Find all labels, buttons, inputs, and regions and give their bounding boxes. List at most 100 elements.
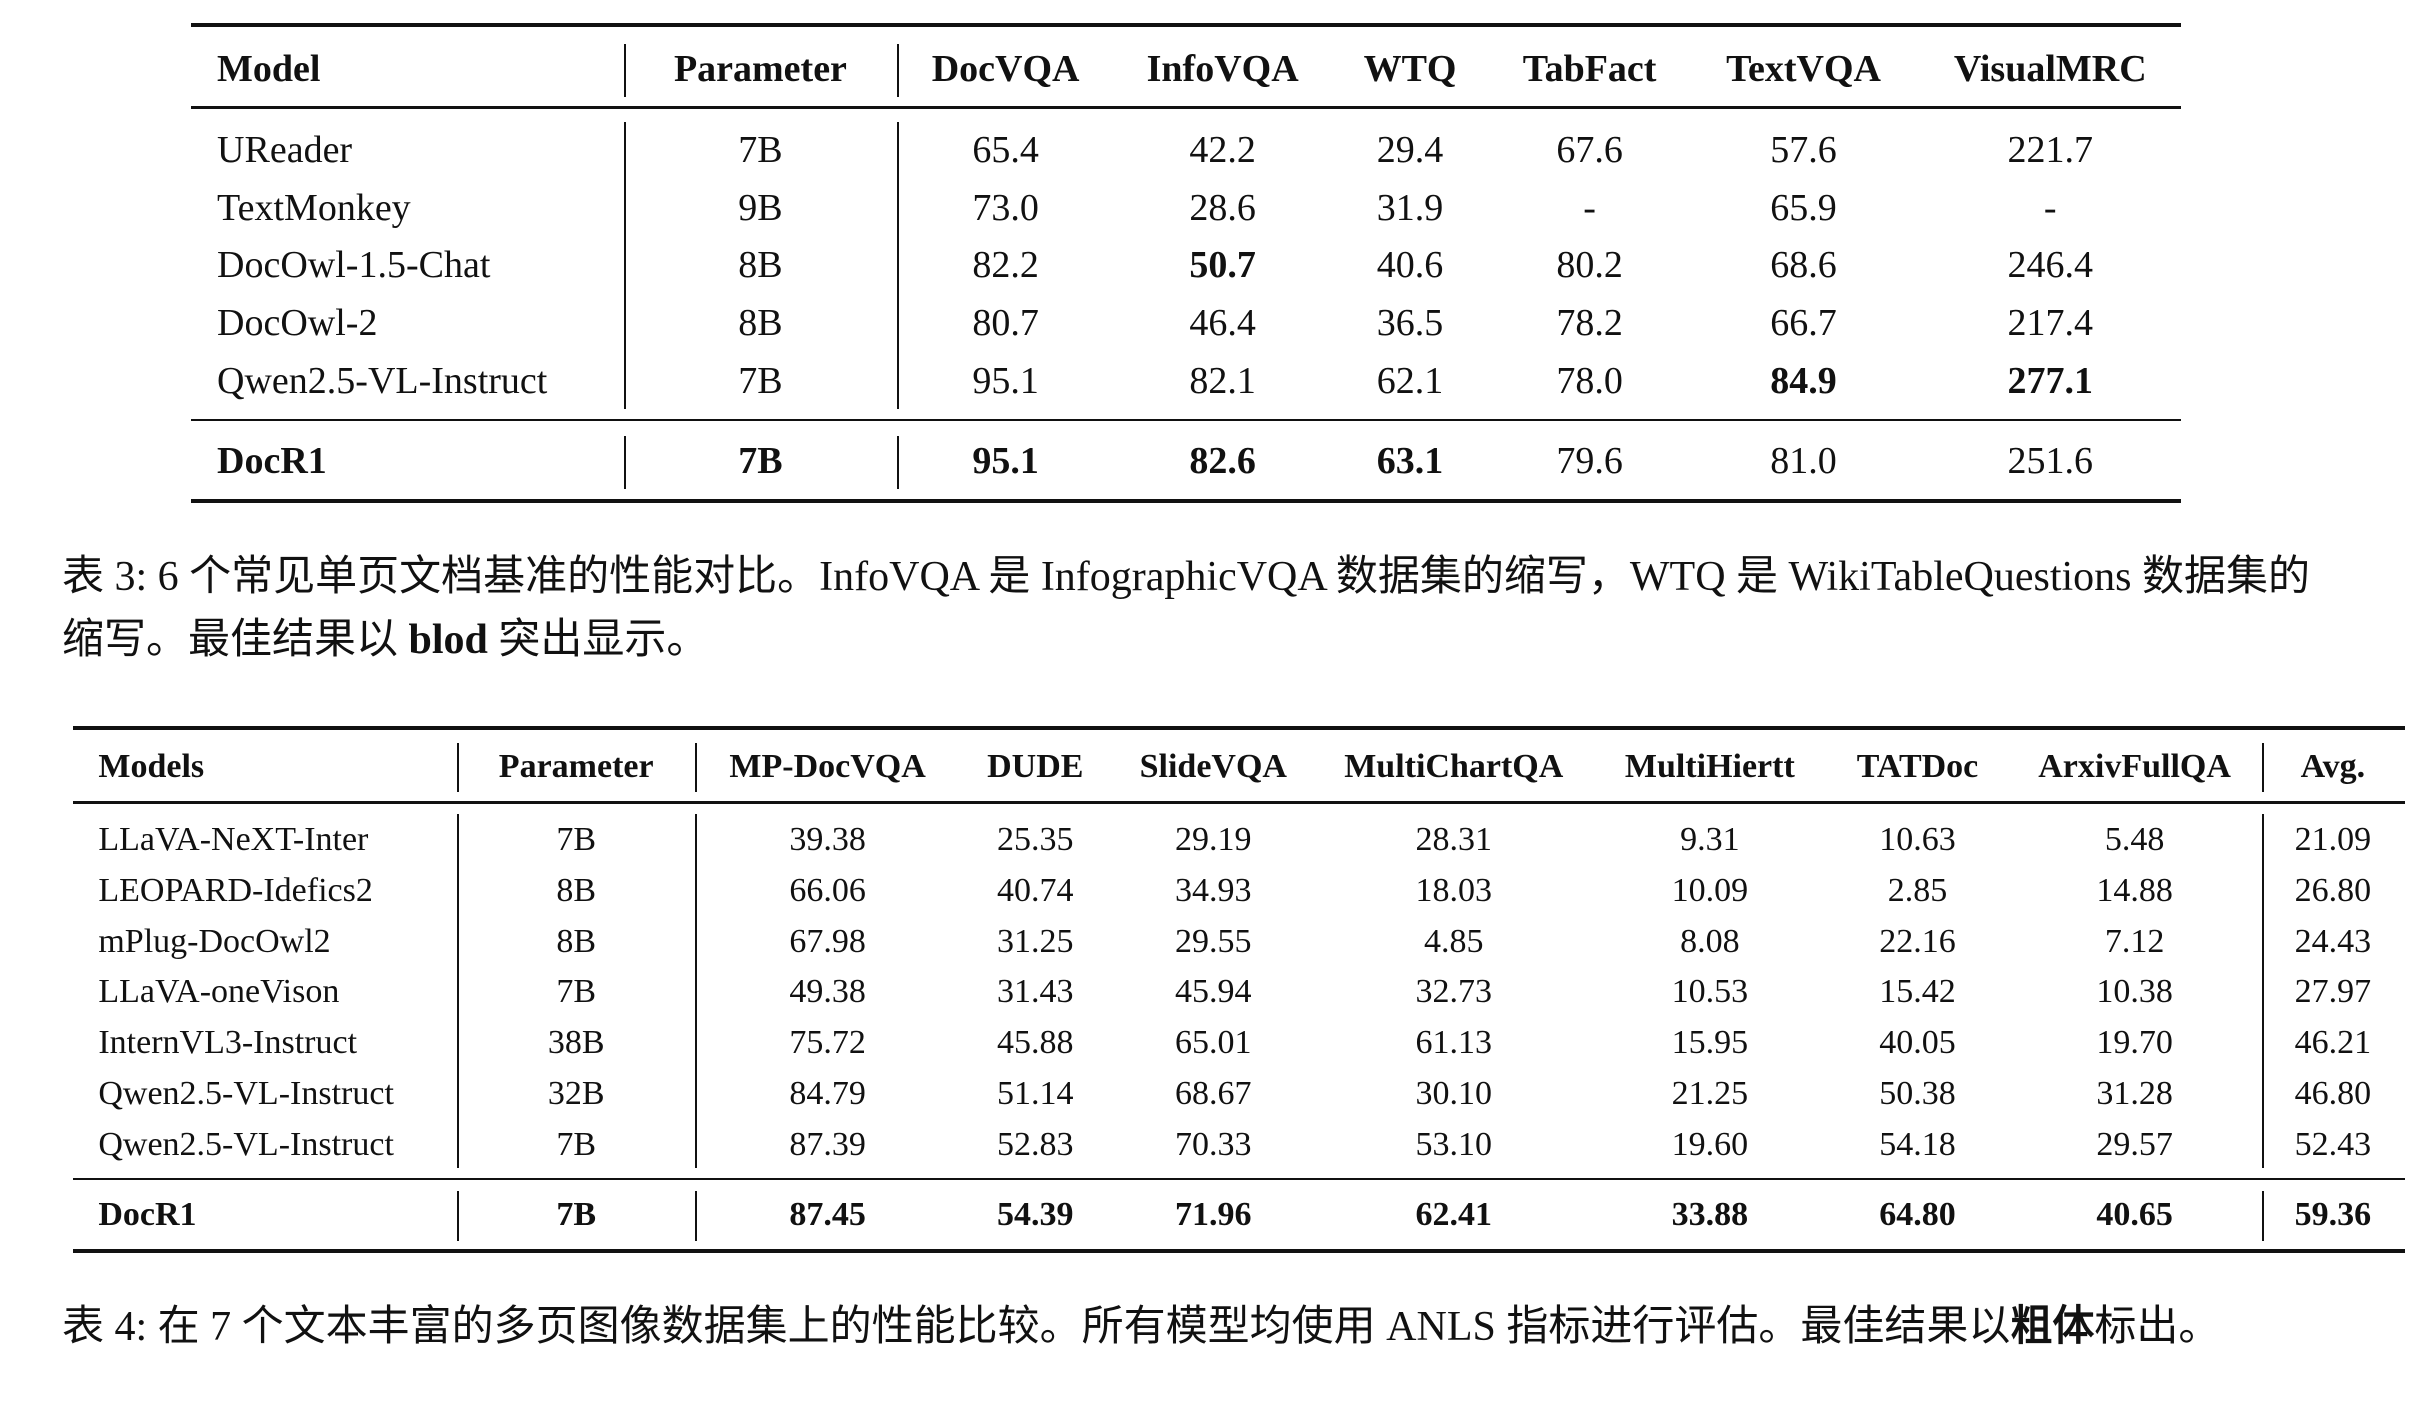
caption-text: 表 3: 6 个常见单页文档基准的性能对比。InfoVQA 是 Infograp… — [62, 554, 2311, 663]
table-cell: 84.9 — [1770, 360, 1837, 402]
table-cell: 71.96 — [1175, 1195, 1252, 1233]
row-label: Qwen2.5-VL-Instruct — [217, 360, 548, 402]
row-label: Model — [217, 47, 321, 90]
table-cell: 2.85 — [1887, 871, 1948, 909]
table-cell: Parameter — [498, 747, 654, 785]
table-rule — [190, 22, 2182, 27]
column-divider — [695, 1191, 698, 1242]
table-cell: 62.1 — [1376, 360, 1444, 402]
table-cell: Parameter — [673, 47, 847, 90]
table-cell: 52.83 — [997, 1125, 1074, 1163]
table-rule — [73, 801, 2405, 804]
table-cell: 15.42 — [1879, 973, 1956, 1011]
table-cell: 82.2 — [972, 244, 1039, 287]
caption: 表 4: 在 7 个文本丰富的多页图像数据集上的性能比较。所有模型均使用 ANL… — [62, 1296, 2312, 1359]
table-cell: 7B — [556, 1125, 597, 1163]
table-cell: 65.9 — [1770, 186, 1837, 229]
caption-text: 突出显示。 — [487, 617, 709, 663]
table-cell: 39.38 — [789, 821, 866, 859]
table-cell: TATDoc — [1856, 747, 1979, 785]
table-cell: 221.7 — [2007, 128, 2093, 171]
column-divider — [456, 813, 459, 1168]
caption: 表 3: 6 个常见单页文档基准的性能对比。InfoVQA 是 Infograp… — [62, 546, 2312, 672]
table-cell: 87.39 — [789, 1125, 866, 1163]
table-cell: 251.6 — [2007, 439, 2093, 482]
caption-text: 标出。 — [2094, 1304, 2221, 1350]
column-divider — [896, 43, 899, 97]
table-cell: 29.4 — [1376, 128, 1444, 171]
table-cell: 54.39 — [997, 1195, 1074, 1233]
table-cell: 10.53 — [1671, 973, 1749, 1011]
table-cell: 10.09 — [1671, 871, 1749, 909]
table-cell: 9.31 — [1680, 821, 1740, 859]
row-label: TextMonkey — [217, 186, 411, 229]
table-cell: 46.4 — [1189, 302, 1256, 345]
table-cell: 59.36 — [2294, 1195, 2372, 1233]
table-cell: 8B — [738, 244, 783, 287]
table-cell: 28.6 — [1189, 186, 1256, 229]
table-cell: MP-DocVQA — [729, 747, 926, 785]
table-rule — [73, 1177, 2405, 1181]
column-divider — [456, 1191, 459, 1242]
column-divider — [456, 743, 459, 792]
table-cell: 67.98 — [789, 922, 866, 960]
table-cell: 18.03 — [1415, 871, 1493, 909]
table-cell: Avg. — [2300, 747, 2366, 785]
table-cell: 31.43 — [997, 973, 1074, 1011]
table-cell: 95.1 — [972, 439, 1039, 482]
table-cell: 7B — [556, 821, 597, 859]
table-cell: 64.80 — [1879, 1195, 1956, 1233]
table-cell: 277.1 — [2007, 360, 2093, 402]
table-cell: 7B — [738, 128, 783, 171]
table-cell: 7.12 — [2104, 922, 2165, 960]
table-cell: 5.48 — [2104, 821, 2165, 859]
table-cell: 246.4 — [2007, 244, 2093, 287]
row-label: LEOPARD-Idefics2 — [98, 871, 373, 909]
table-cell: ArxivFullQA — [2038, 747, 2231, 785]
table-cell: 7B — [738, 439, 783, 482]
table-cell: WTQ — [1363, 47, 1457, 90]
table-cell: 29.19 — [1175, 821, 1252, 859]
table-cell: 40.74 — [997, 871, 1074, 909]
table-cell: 32.73 — [1415, 973, 1493, 1011]
table-cell: 21.25 — [1671, 1074, 1749, 1112]
table-cell: 30.10 — [1415, 1074, 1493, 1112]
table-cell: 95.1 — [972, 360, 1039, 402]
row-label: DocR1 — [217, 439, 327, 482]
table-cell: 63.1 — [1376, 439, 1444, 482]
table-cell: - — [1583, 186, 1596, 229]
table-cell: 49.38 — [789, 973, 866, 1011]
table-cell: 7B — [556, 1195, 597, 1233]
table-cell: 38B — [547, 1024, 605, 1062]
table-cell: 4.85 — [1424, 922, 1484, 960]
table-cell: 75.72 — [789, 1024, 866, 1062]
table-cell: 45.88 — [997, 1024, 1074, 1062]
column-divider — [623, 121, 626, 410]
table-cell: SlideVQA — [1139, 747, 1287, 785]
table-cell: 78.0 — [1556, 360, 1623, 402]
table-cell: 62.41 — [1415, 1195, 1493, 1233]
column-divider — [695, 813, 698, 1168]
table-cell: 78.2 — [1556, 302, 1623, 345]
table-cell: 19.70 — [2096, 1024, 2173, 1062]
table-cell: 33.88 — [1671, 1195, 1749, 1233]
row-label: DocOwl-1.5-Chat — [217, 244, 491, 287]
table-cell: 40.6 — [1376, 244, 1444, 287]
caption-bold: 粗体 — [2010, 1304, 2095, 1350]
table-cell: 52.43 — [2294, 1125, 2372, 1163]
table-cell: 68.6 — [1770, 244, 1837, 287]
table-cell: 19.60 — [1671, 1125, 1749, 1163]
table-cell: TabFact — [1522, 47, 1657, 90]
column-divider — [896, 435, 899, 489]
table-cell: 50.38 — [1879, 1074, 1956, 1112]
column-divider — [2261, 1191, 2264, 1242]
table-cell: 61.13 — [1415, 1024, 1493, 1062]
table-cell: 84.79 — [789, 1074, 866, 1112]
table-cell: 10.38 — [2096, 973, 2173, 1011]
table-cell: 217.4 — [2007, 302, 2093, 345]
table-cell: 32B — [547, 1074, 605, 1112]
row-label: DocR1 — [98, 1195, 197, 1233]
table-rule — [190, 418, 2182, 422]
table-cell: 81.0 — [1770, 439, 1837, 482]
